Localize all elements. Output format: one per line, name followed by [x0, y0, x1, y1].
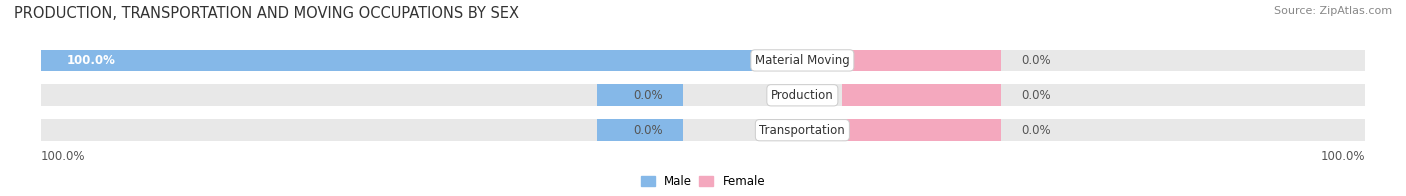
Text: 0.0%: 0.0%: [634, 89, 664, 102]
Text: 100.0%: 100.0%: [1322, 151, 1365, 163]
Bar: [41, 119, 1365, 141]
Text: 100.0%: 100.0%: [67, 54, 115, 67]
Bar: [41, 50, 1365, 71]
Text: Transportation: Transportation: [759, 124, 845, 137]
Text: Material Moving: Material Moving: [755, 54, 849, 67]
Text: 0.0%: 0.0%: [634, 124, 664, 137]
Bar: [41, 84, 1365, 106]
Text: 100.0%: 100.0%: [41, 151, 84, 163]
Text: PRODUCTION, TRANSPORTATION AND MOVING OCCUPATIONS BY SEX: PRODUCTION, TRANSPORTATION AND MOVING OC…: [14, 6, 519, 21]
Bar: [598, 84, 683, 106]
Text: Source: ZipAtlas.com: Source: ZipAtlas.com: [1274, 6, 1392, 16]
Bar: [842, 84, 1001, 106]
Text: Production: Production: [770, 89, 834, 102]
Text: 0.0%: 0.0%: [1021, 124, 1050, 137]
Text: 0.0%: 0.0%: [1021, 89, 1050, 102]
Legend: Male, Female: Male, Female: [641, 175, 765, 188]
Bar: [842, 119, 1001, 141]
Bar: [598, 119, 683, 141]
Bar: [41, 50, 769, 71]
Text: 0.0%: 0.0%: [1021, 54, 1050, 67]
Bar: [842, 50, 1001, 71]
